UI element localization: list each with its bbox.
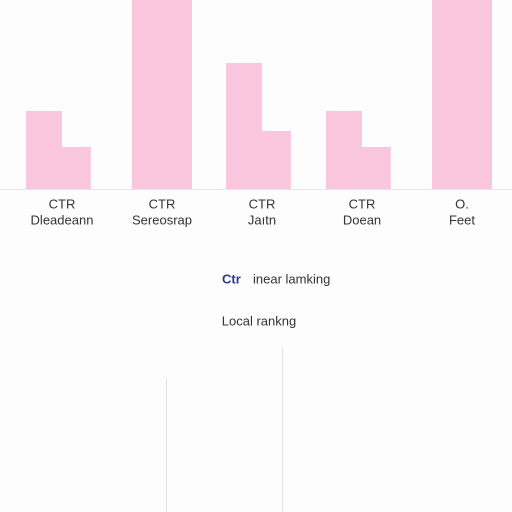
x-tick-label: CTR (149, 196, 176, 211)
bar (262, 131, 291, 189)
bar (432, 0, 492, 189)
x-tick-label: CTR (49, 196, 76, 211)
x-tick-label: O. (455, 196, 469, 211)
x-tick-label: Doean (343, 212, 381, 227)
bar (62, 147, 91, 189)
annotation: inear lamking (253, 271, 330, 286)
x-tick-label: Dleadeann (31, 212, 94, 227)
x-tick-label: Feet (449, 212, 475, 227)
bar (132, 0, 192, 189)
bar (226, 63, 262, 189)
x-tick-label: CTR (349, 196, 376, 211)
bar (326, 111, 362, 189)
bar (26, 111, 62, 189)
x-tick-label: CTR (249, 196, 276, 211)
x-tick-label: Jaıtn (248, 212, 276, 227)
bar (362, 147, 391, 189)
x-tick-label: Sereosrap (132, 212, 192, 227)
annotation: Local rankng (222, 313, 296, 328)
annotation: Ctr (222, 271, 241, 286)
